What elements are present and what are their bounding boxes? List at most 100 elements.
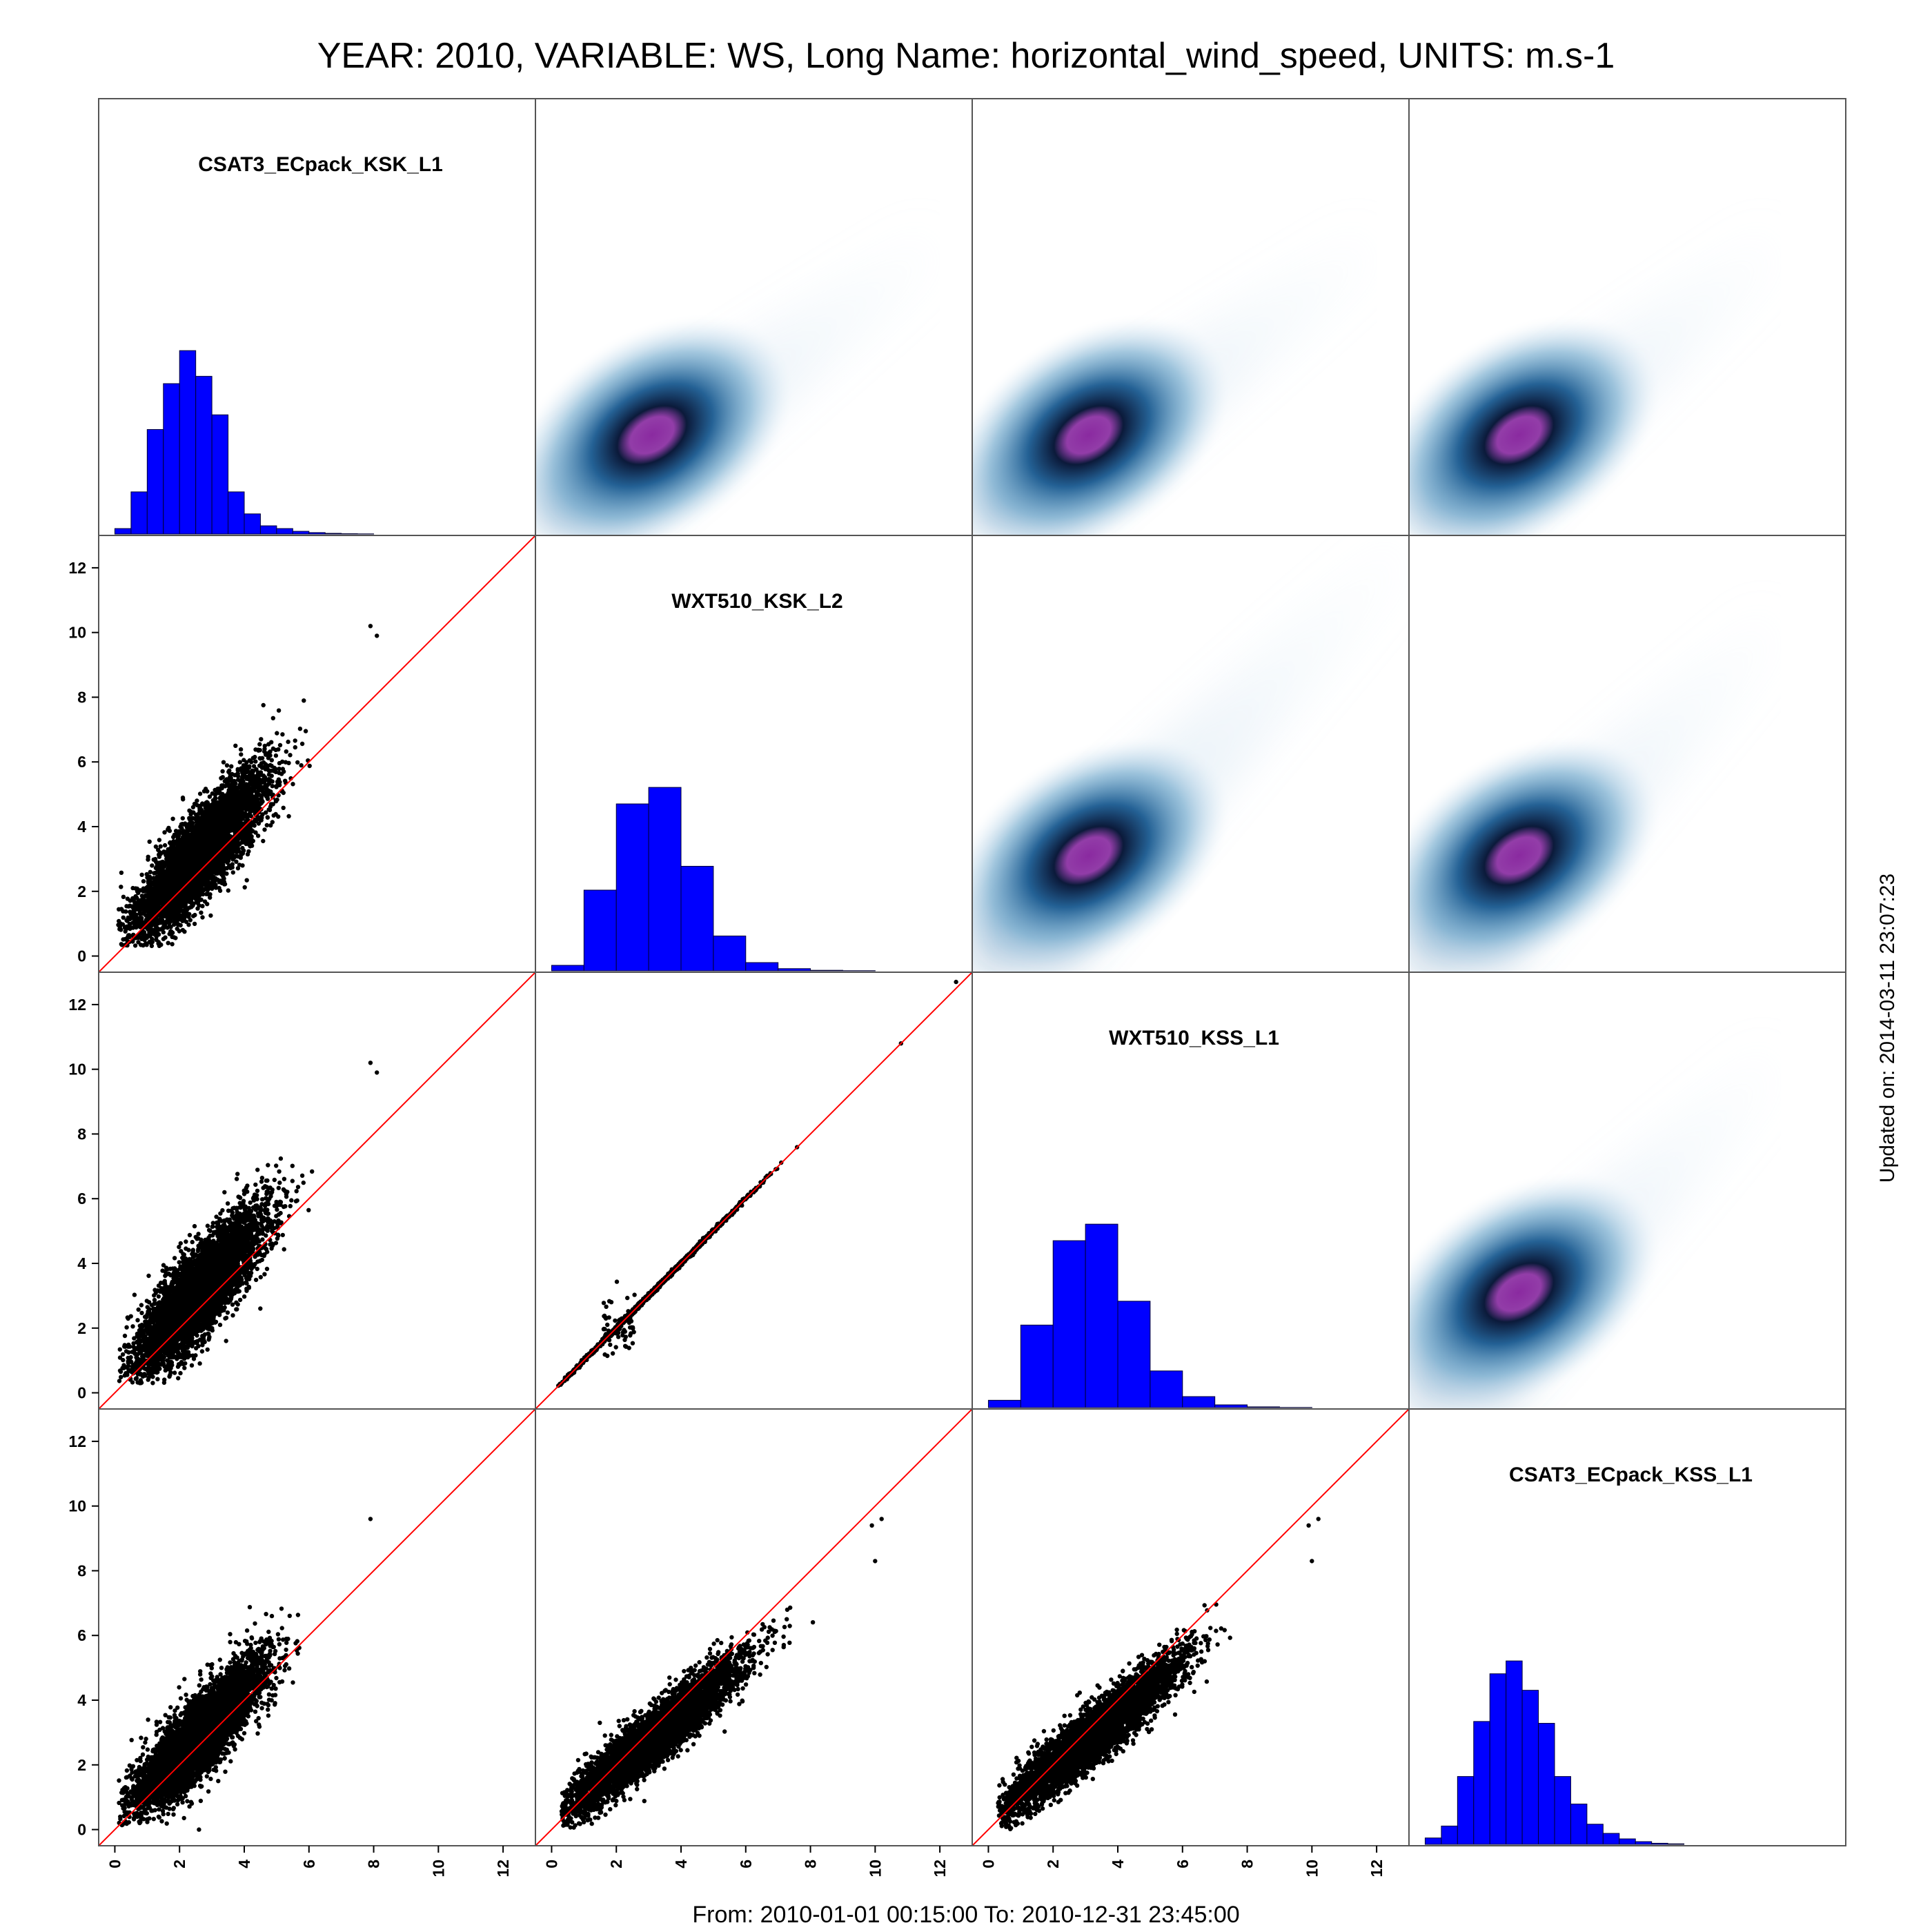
density-right-mask <box>940 99 972 535</box>
histogram-bar <box>195 375 213 535</box>
histogram-bar <box>810 969 843 972</box>
density-right-mask <box>1781 972 1846 1409</box>
y-tick-label: 2 <box>77 1756 86 1774</box>
x-tick-label: 12 <box>1368 1860 1386 1877</box>
x-tick-label: 8 <box>1239 1860 1256 1869</box>
histogram-bar <box>713 935 747 972</box>
scatter-points <box>117 1517 373 1832</box>
histogram-bar <box>680 865 714 972</box>
density-panel-r1-c3 <box>972 99 1409 535</box>
histogram-bar <box>292 531 310 535</box>
diagonal-label-wxt510-kss-l1: WXT510_KSS_L1 <box>1109 1027 1279 1049</box>
density-panel-r2-c3 <box>972 535 1409 972</box>
y-tick-label: 2 <box>77 1319 86 1337</box>
histogram-wxt510-kss-l1: WXT510_KSS_L1 <box>987 1027 1312 1408</box>
histogram-bar <box>228 491 245 535</box>
y-tick-label: 10 <box>68 1497 86 1515</box>
density-core <box>1409 733 1664 972</box>
histogram-bar <box>583 889 617 972</box>
scatter-points <box>556 979 958 1388</box>
scatter-points <box>116 624 379 949</box>
y-tick-label: 4 <box>77 818 86 836</box>
x-tick-label: 2 <box>1044 1860 1062 1869</box>
x-tick-label: 10 <box>429 1860 447 1877</box>
histogram-bar <box>130 491 148 535</box>
histogram-bar <box>1085 1223 1118 1408</box>
histogram-bar <box>778 968 811 972</box>
histogram-bar <box>163 383 180 535</box>
x-tick-label: 0 <box>979 1860 997 1869</box>
scatter-panel-r2-c1 <box>99 535 535 972</box>
histogram-bar <box>1635 1841 1653 1845</box>
y-tick-label: 8 <box>77 1561 86 1579</box>
density-right-mask <box>1781 99 1846 535</box>
diagonal-label-csat3-ecpack-kss-l1: CSAT3_ECpack_KSS_L1 <box>1509 1463 1753 1486</box>
histogram-bar <box>211 414 229 535</box>
chart-title: YEAR: 2010, VARIABLE: WS, Long Name: hor… <box>317 36 1615 76</box>
histogram-bar <box>1424 1837 1442 1845</box>
histogram-bar <box>1554 1776 1571 1845</box>
x-tick-label: 8 <box>802 1860 820 1869</box>
scatter-panel-r3-c1 <box>99 972 535 1409</box>
x-tick-label: 4 <box>235 1860 253 1869</box>
histogram-bar <box>1602 1833 1620 1845</box>
histogram-bar <box>1182 1396 1216 1408</box>
y-tick-label: 6 <box>77 1626 86 1644</box>
histogram-bar <box>259 525 277 535</box>
histogram-bar <box>1506 1660 1523 1845</box>
y-tick-label: 12 <box>68 996 86 1014</box>
histogram-bar <box>244 513 261 535</box>
x-tick-label: 6 <box>300 1860 318 1869</box>
density-right-mask <box>1781 535 1846 972</box>
y-tick-label: 10 <box>68 1061 86 1078</box>
y-tick-label: 4 <box>77 1691 86 1709</box>
y-tick-label: 12 <box>68 1432 86 1450</box>
histogram-wxt510-ksk-l2: WXT510_KSK_L2 <box>551 590 876 972</box>
histogram-bar <box>1619 1838 1636 1845</box>
histogram-bar <box>648 787 682 972</box>
histogram-bar <box>745 962 779 972</box>
histogram-bar <box>1441 1825 1458 1845</box>
density-panel-r1-c2 <box>535 99 972 535</box>
x-tick-label: 0 <box>106 1860 124 1869</box>
histogram-bar <box>1473 1721 1490 1845</box>
x-tick-label: 2 <box>170 1860 188 1869</box>
y-tick-label: 2 <box>77 883 86 900</box>
y-tick-label: 12 <box>68 559 86 577</box>
updated-timestamp: Updated on: 2014-03-11 23:07:23 <box>1876 874 1899 1183</box>
histogram-bar <box>1586 1824 1604 1845</box>
histogram-bar <box>1247 1406 1280 1408</box>
x-tick-label: 8 <box>365 1860 383 1869</box>
density-right-mask <box>1377 99 1409 535</box>
histogram-bar <box>615 803 649 972</box>
identity-line <box>99 535 535 972</box>
x-tick-label: 10 <box>866 1860 884 1877</box>
density-core <box>972 313 1234 535</box>
histogram-bar <box>1150 1370 1183 1408</box>
histogram-bar <box>551 965 584 972</box>
histogram-bar <box>308 532 326 535</box>
x-tick-label: 4 <box>672 1860 690 1869</box>
histogram-bar <box>1489 1673 1507 1845</box>
identity-line <box>99 1409 535 1846</box>
x-tick-label: 0 <box>542 1860 560 1869</box>
identity-line <box>535 1409 972 1846</box>
histogram-bar <box>324 533 342 535</box>
y-tick-label: 8 <box>77 1125 86 1143</box>
scatter-points <box>996 1517 1321 1832</box>
panel-border-r4-c4 <box>1408 1408 1846 1846</box>
y-tick-label: 0 <box>77 1821 86 1839</box>
histogram-bar <box>1020 1324 1054 1408</box>
x-tick-label: 10 <box>1303 1860 1321 1877</box>
x-tick-label: 4 <box>1109 1860 1127 1869</box>
histogram-bar <box>1570 1804 1588 1845</box>
histogram-bar <box>1521 1690 1539 1845</box>
histogram-bar <box>1117 1301 1151 1408</box>
histogram-bar <box>1052 1240 1086 1408</box>
histogram-bar <box>341 533 358 535</box>
diagonal-label-csat3-ecpack-ksk-l1: CSAT3_ECpack_KSK_L1 <box>198 153 443 176</box>
scatter-points <box>559 1517 884 1830</box>
identity-line <box>535 972 972 1409</box>
histogram-bar <box>114 528 132 535</box>
